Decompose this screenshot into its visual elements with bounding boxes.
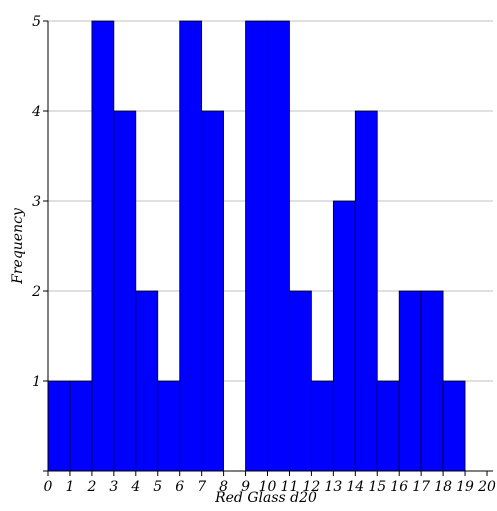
histogram-bar bbox=[91, 20, 115, 472]
histogram-bar bbox=[245, 20, 268, 472]
histogram-bar bbox=[157, 380, 181, 472]
histogram-bar bbox=[442, 380, 466, 472]
x-tick-label-9: 9 bbox=[241, 479, 250, 495]
y-tick-label-4: 4 bbox=[31, 104, 41, 120]
bars bbox=[47, 20, 466, 472]
x-axis-title: Red Glass d20 bbox=[214, 490, 317, 506]
histogram-bar bbox=[398, 290, 422, 472]
x-tick-label-3: 3 bbox=[109, 479, 118, 495]
histogram-bar bbox=[354, 110, 378, 472]
histogram-bar bbox=[376, 380, 400, 472]
histogram-bar bbox=[201, 110, 224, 472]
histogram-bar bbox=[47, 380, 71, 472]
x-tick-label-10: 10 bbox=[259, 479, 277, 495]
histogram-bar bbox=[113, 110, 137, 472]
histogram-bar bbox=[332, 200, 356, 472]
histogram-bar bbox=[267, 20, 290, 472]
histogram-bar bbox=[310, 380, 334, 472]
x-tick-label-5: 5 bbox=[153, 479, 162, 495]
x-tick-label-7: 7 bbox=[197, 479, 206, 495]
x-tick-label-2: 2 bbox=[86, 479, 96, 495]
x-tick-label-15: 15 bbox=[368, 479, 386, 495]
x-tick-label-18: 18 bbox=[434, 479, 452, 495]
histogram-bar bbox=[289, 290, 312, 472]
y-axis-title: Frequency bbox=[10, 207, 26, 285]
x-tick-label-4: 4 bbox=[130, 479, 140, 495]
x-tick-label-16: 16 bbox=[390, 479, 408, 495]
histogram-bar bbox=[179, 20, 203, 472]
x-tick-label-1: 1 bbox=[65, 479, 74, 495]
x-tick-label-14: 14 bbox=[346, 479, 364, 495]
y-tick-label-1: 1 bbox=[32, 374, 41, 390]
axes bbox=[43, 20, 493, 476]
x-tick-label-20: 20 bbox=[477, 479, 496, 495]
y-tick-label-5: 5 bbox=[32, 14, 41, 30]
histogram-bar bbox=[69, 380, 93, 472]
y-tick-label-2: 2 bbox=[31, 284, 41, 300]
x-tick-label-17: 17 bbox=[412, 479, 430, 495]
x-tick-label-13: 13 bbox=[324, 479, 342, 495]
histogram-bar bbox=[135, 290, 159, 472]
y-tick-label-3: 3 bbox=[32, 194, 41, 210]
x-tick-label-11: 11 bbox=[281, 479, 299, 495]
x-tick-label-19: 19 bbox=[456, 479, 474, 495]
x-tick-label-0: 0 bbox=[44, 479, 53, 495]
histogram-bar bbox=[420, 290, 444, 472]
x-tick-label-6: 6 bbox=[175, 479, 184, 495]
x-tick-label-8: 8 bbox=[219, 479, 228, 495]
x-tick-label-12: 12 bbox=[302, 479, 320, 495]
